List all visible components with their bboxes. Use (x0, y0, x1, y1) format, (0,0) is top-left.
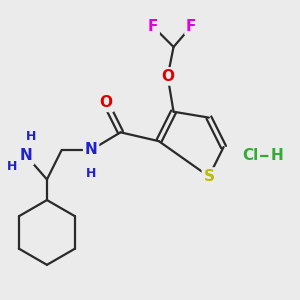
Text: H: H (86, 167, 96, 180)
Text: F: F (186, 19, 196, 34)
Text: Cl: Cl (242, 148, 258, 164)
Text: N: N (20, 148, 33, 164)
Text: H: H (270, 148, 283, 164)
Text: N: N (85, 142, 98, 158)
Text: S: S (203, 169, 214, 184)
Text: H: H (6, 160, 17, 173)
Text: H: H (26, 130, 36, 143)
Text: O: O (99, 95, 112, 110)
Text: O: O (161, 69, 174, 84)
Text: F: F (148, 19, 158, 34)
